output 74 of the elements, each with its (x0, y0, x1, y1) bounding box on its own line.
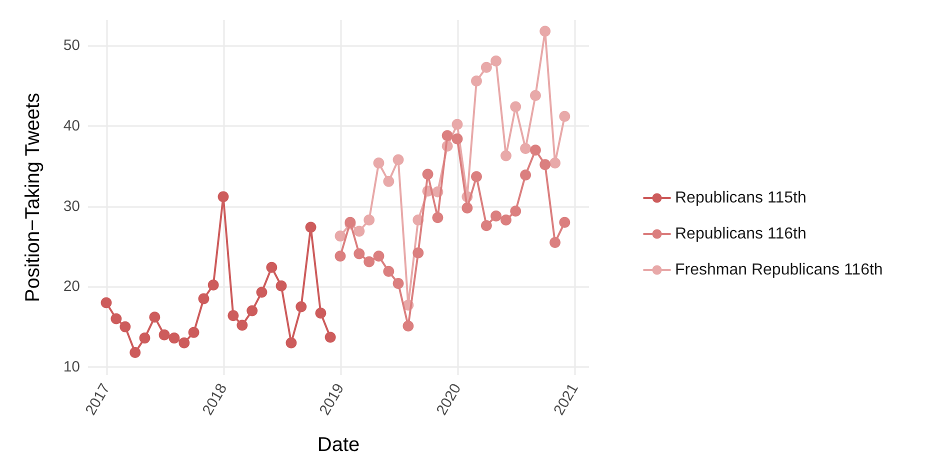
point (462, 202, 473, 214)
point (383, 266, 394, 277)
point (373, 157, 384, 168)
point (452, 133, 463, 144)
point (442, 130, 453, 142)
point (334, 230, 346, 242)
point (149, 312, 160, 323)
point (422, 168, 434, 180)
point (218, 191, 229, 202)
point (168, 332, 180, 344)
point (354, 226, 365, 237)
point (324, 332, 336, 343)
point (471, 76, 482, 87)
point (520, 143, 532, 154)
point (540, 159, 551, 170)
point (256, 286, 268, 298)
point (452, 118, 463, 130)
legend-label: Freshman Republicans 116th (675, 262, 883, 278)
point (139, 332, 150, 344)
point (550, 236, 561, 248)
point (500, 214, 512, 226)
point (198, 293, 210, 304)
y-tick-label: 40 (63, 118, 80, 135)
point (305, 222, 316, 233)
y-tick-label: 50 (63, 37, 80, 54)
point (530, 144, 541, 156)
x-axis-title: Date (317, 434, 360, 456)
point (228, 310, 239, 322)
point (402, 320, 414, 332)
y-axis-title: Position−Taking Tweets (22, 92, 44, 302)
point (540, 26, 551, 37)
point (276, 280, 287, 292)
point (266, 262, 278, 273)
point (392, 278, 404, 289)
point (550, 157, 561, 168)
point (559, 216, 570, 228)
point (158, 329, 170, 340)
y-tick-label: 10 (63, 358, 80, 376)
point (120, 321, 131, 332)
point (510, 206, 522, 217)
point (110, 313, 122, 324)
point (286, 337, 297, 348)
point (432, 212, 444, 224)
point (510, 101, 522, 112)
point (208, 280, 219, 291)
point (490, 210, 502, 222)
point (236, 320, 248, 331)
point (188, 326, 200, 338)
point (500, 150, 512, 162)
point (373, 250, 384, 262)
point (178, 337, 190, 348)
point (471, 171, 482, 182)
legend-label: Republicans 115th (675, 190, 806, 206)
point (364, 214, 375, 226)
point (559, 110, 570, 122)
point (383, 176, 394, 187)
point (334, 250, 346, 262)
point (315, 308, 326, 319)
point (354, 248, 365, 260)
legend-label: Republicans 116th (675, 226, 806, 242)
point (480, 220, 492, 232)
y-tick-label: 20 (63, 278, 80, 296)
point (364, 256, 375, 268)
point (296, 301, 307, 312)
y-tick-label: 30 (63, 198, 80, 215)
point (520, 170, 532, 181)
point (392, 154, 404, 166)
point (480, 62, 492, 73)
point (412, 247, 424, 258)
point (490, 55, 502, 66)
point (130, 347, 141, 358)
point (530, 90, 541, 101)
point (246, 305, 258, 316)
point (100, 297, 112, 308)
